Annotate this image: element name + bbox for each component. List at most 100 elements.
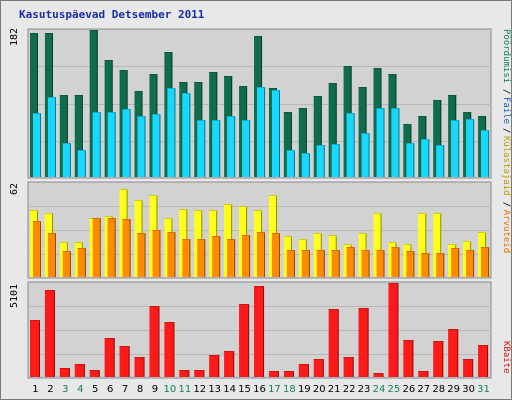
bar-faile-day-10 [167, 88, 176, 177]
bar-p-rdumisi-day-23 [358, 87, 367, 177]
bar-kbaite-day-23 [358, 308, 369, 377]
bar-kbaite-day-4 [74, 364, 85, 377]
day-label-20: 20 [313, 384, 326, 395]
bar-arvuteid-day-25 [391, 247, 400, 277]
bar-faile-day-2 [47, 97, 56, 177]
bar-faile-day-17 [271, 90, 280, 177]
legend-separator: / [501, 202, 511, 207]
day-label-27: 27 [417, 384, 430, 395]
bar-faile-day-25 [391, 108, 400, 177]
day-label-7: 7 [122, 384, 128, 395]
bar-arvuteid-day-4 [77, 248, 86, 277]
day-label-10: 10 [164, 384, 177, 395]
day-label-2: 2 [47, 384, 53, 395]
bar-arvuteid-day-20 [316, 250, 325, 277]
day-label-6: 6 [107, 384, 113, 395]
bar-faile-day-11 [182, 93, 191, 177]
bar-kbaite-day-2 [44, 290, 55, 377]
bar-arvuteid-day-3 [62, 251, 71, 277]
day-label-22: 22 [343, 384, 356, 395]
bar-k-lastajaid-day-28 [433, 213, 442, 277]
bar-p-rdumisi-day-3 [59, 95, 68, 177]
bar-arvuteid-day-7 [122, 219, 131, 277]
bar-kbaite-day-3 [59, 368, 70, 377]
legend-label-kbaite: KBaite [501, 341, 511, 374]
bar-faile-day-20 [316, 145, 325, 177]
bar-kbaite-day-26 [403, 340, 414, 377]
bar-kbaite-day-5 [89, 370, 100, 377]
bar-faile-day-24 [376, 108, 385, 177]
legend-label-faile: Faile [501, 97, 511, 124]
bar-kbaite-day-6 [104, 338, 115, 377]
bar-arvuteid-day-13 [212, 236, 221, 277]
bar-faile-day-1 [33, 113, 41, 177]
y-tick-label-top: 182 [9, 28, 20, 46]
bar-kbaite-day-14 [224, 351, 235, 377]
bar-arvuteid-day-21 [331, 250, 340, 277]
bar-kbaite-day-12 [194, 370, 205, 377]
bar-kbaite-day-7 [119, 346, 130, 377]
bar-faile-day-23 [361, 133, 370, 177]
bar-kbaite-day-15 [239, 304, 250, 377]
bar-arvuteid-day-24 [376, 250, 385, 277]
bar-faile-day-4 [77, 150, 86, 177]
day-label-30: 30 [462, 384, 475, 395]
bar-arvuteid-day-19 [301, 250, 310, 277]
bar-kbaite-day-28 [433, 341, 444, 377]
day-label-23: 23 [358, 384, 371, 395]
bar-k-lastajaid-day-24 [373, 213, 382, 277]
day-label-18: 18 [283, 384, 296, 395]
bar-arvuteid-day-14 [227, 239, 236, 277]
day-label-1: 1 [32, 384, 38, 395]
day-label-4: 4 [77, 384, 83, 395]
bar-faile-day-18 [286, 150, 295, 177]
day-label-9: 9 [152, 384, 158, 395]
bar-kbaite-day-19 [298, 364, 309, 377]
bar-p-rdumisi-day-18 [283, 112, 292, 177]
bar-faile-day-12 [197, 120, 206, 177]
bar-arvuteid-day-9 [152, 230, 161, 277]
bar-faile-day-5 [92, 112, 101, 177]
legend-separator: / [501, 128, 511, 133]
bar-kbaite-day-29 [448, 329, 459, 377]
day-label-19: 19 [298, 384, 311, 395]
bar-faile-day-7 [122, 109, 131, 177]
bar-p-rdumisi-day-19 [298, 108, 307, 177]
bar-p-rdumisi-day-21 [328, 83, 337, 177]
day-label-5: 5 [92, 384, 98, 395]
bar-kbaite-day-30 [463, 359, 474, 377]
bar-faile-day-13 [212, 120, 221, 177]
bar-faile-day-8 [137, 116, 146, 177]
chart-title: Kasutuspäevad Detsember 2011 [19, 8, 205, 21]
day-label-29: 29 [447, 384, 460, 395]
bar-arvuteid-day-16 [257, 232, 266, 277]
bar-arvuteid-day-22 [346, 247, 355, 277]
bar-arvuteid-day-23 [361, 250, 370, 277]
bar-p-rdumisi-day-5 [89, 30, 98, 177]
day-label-11: 11 [178, 384, 191, 395]
legend-label-pöördumisi: Pöördumisi [501, 29, 511, 83]
day-label-3: 3 [62, 384, 68, 395]
bar-arvuteid-day-31 [481, 247, 490, 277]
day-label-12: 12 [193, 384, 206, 395]
bar-kbaite-day-31 [478, 345, 489, 377]
bar-faile-day-22 [346, 113, 355, 177]
bar-arvuteid-day-26 [406, 251, 415, 277]
bar-kbaite-day-9 [149, 306, 160, 377]
day-label-8: 8 [137, 384, 143, 395]
bar-arvuteid-day-29 [451, 248, 460, 277]
bar-kbaite-day-1 [30, 320, 40, 377]
bar-kbaite-day-11 [179, 370, 190, 377]
bar-p-rdumisi-day-20 [313, 96, 322, 177]
day-label-25: 25 [388, 384, 401, 395]
day-label-14: 14 [223, 384, 236, 395]
y-tick-label-middle: 62 [9, 183, 20, 195]
day-label-16: 16 [253, 384, 266, 395]
bar-faile-day-31 [481, 130, 490, 177]
bar-kbaite-day-20 [313, 359, 324, 377]
day-label-21: 21 [328, 384, 341, 395]
bar-faile-day-27 [421, 139, 430, 177]
bar-p-rdumisi-day-4 [74, 95, 83, 177]
day-label-17: 17 [268, 384, 281, 395]
